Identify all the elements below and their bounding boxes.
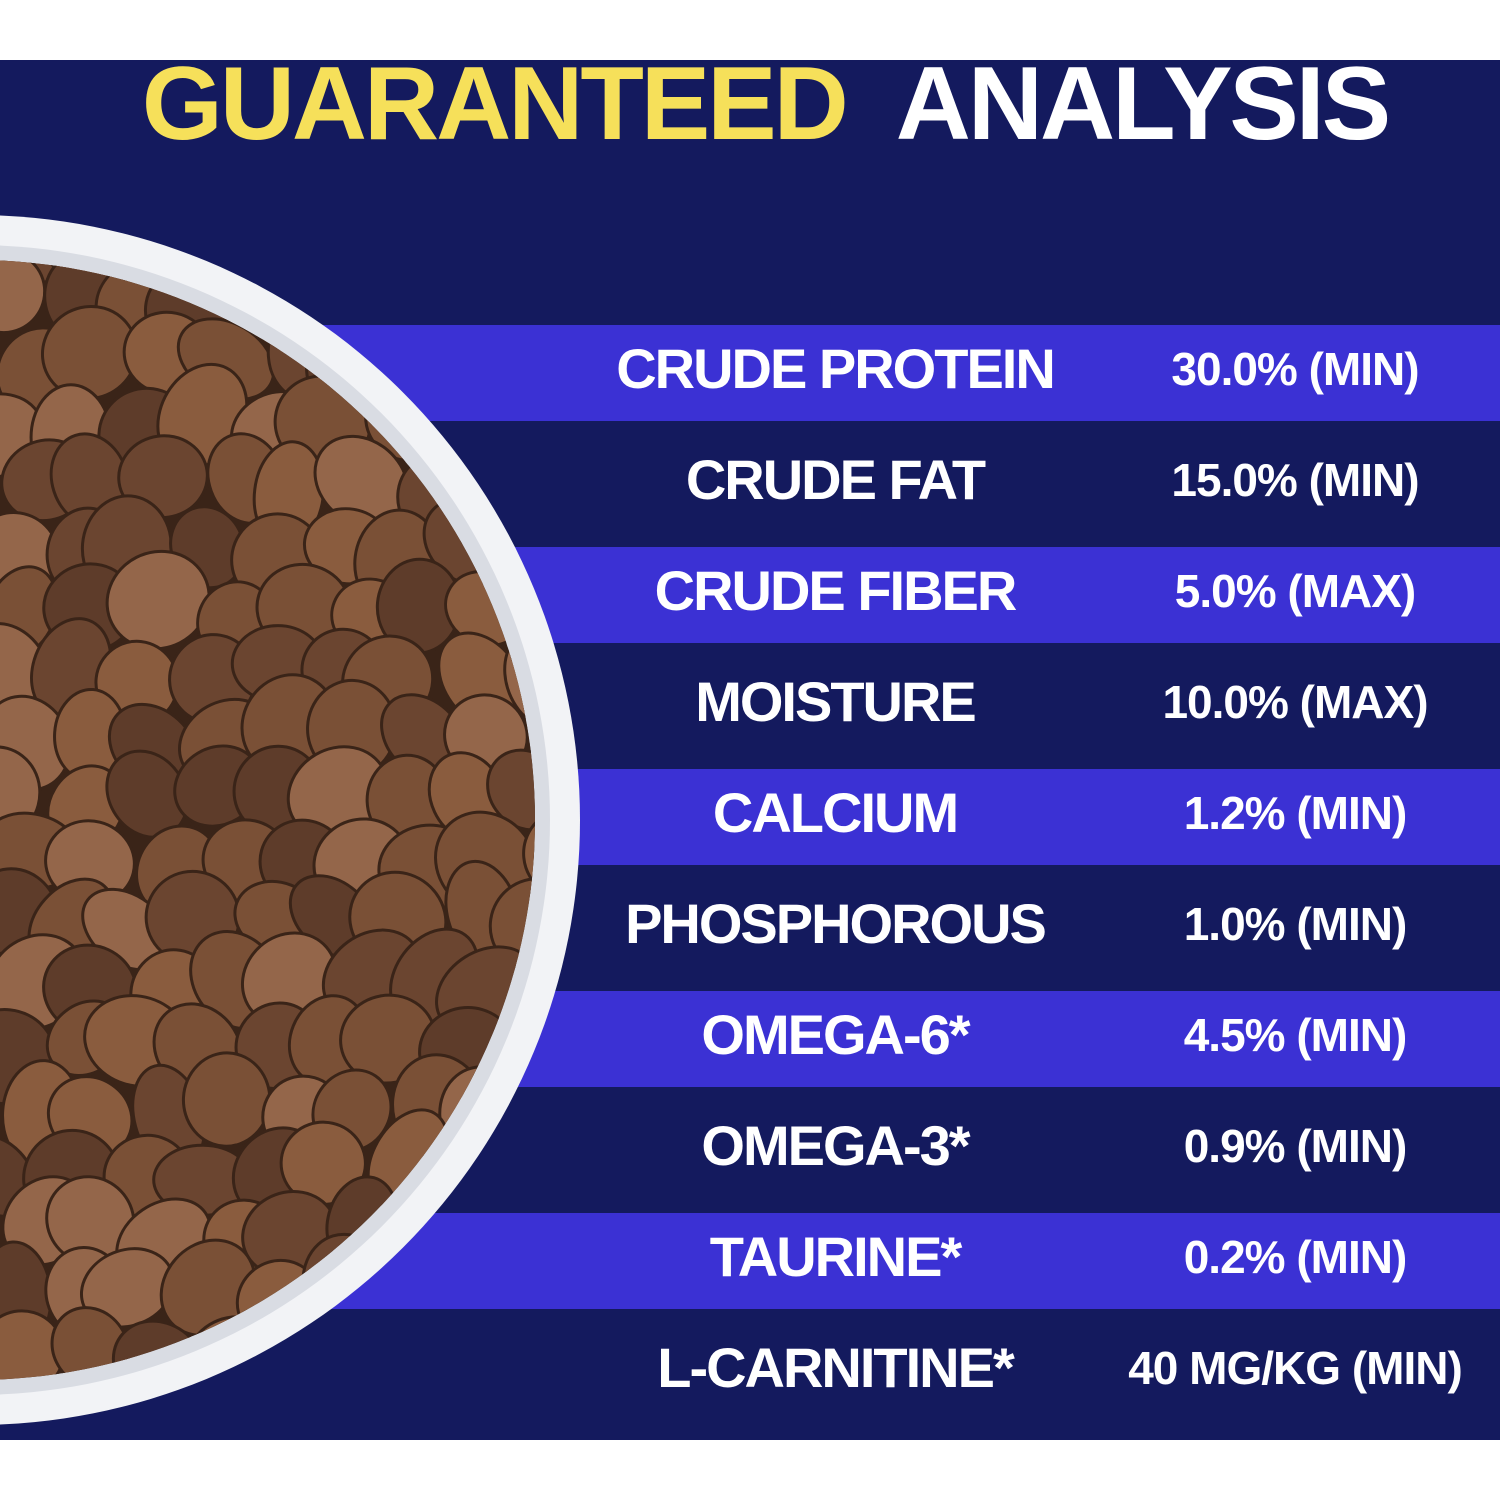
kibble-piece [522,806,535,904]
title-rest: ANALYSIS [896,46,1388,162]
kibble-piece [486,748,535,832]
nutrient-value: 30.0% (MIN) [1171,343,1418,395]
nutrient-name: CALCIUM [713,781,957,844]
nutrient-name: PHOSPHOROUS [625,892,1045,955]
nutrient-value: 1.0% (MIN) [1184,898,1407,950]
nutrient-name: OMEGA-6* [701,1003,970,1066]
nutrient-value: 15.0% (MIN) [1171,454,1418,506]
nutrient-value: 5.0% (MAX) [1175,565,1415,617]
nutrient-value: 40 MG/KG (MIN) [1128,1342,1462,1394]
kibble-piece [105,549,211,651]
nutrient-value: 0.2% (MIN) [1184,1231,1407,1283]
nutrient-value: 0.9% (MIN) [1184,1120,1407,1172]
title: GUARANTEED ANALYSIS [142,46,1388,162]
nutrient-value: 10.0% (MAX) [1162,676,1427,728]
nutrient-name: CRUDE PROTEIN [616,337,1054,400]
nutrient-name: TAURINE* [710,1225,963,1288]
kibble-piece [0,260,47,335]
nutrient-name: OMEGA-3* [701,1114,970,1177]
analysis-table: CRUDE PROTEIN 30.0% (MIN) CRUDE FAT 15.0% (… [616,337,1463,1399]
nutrient-name: CRUDE FAT [686,448,986,511]
nutrient-value: 4.5% (MIN) [1184,1009,1407,1061]
title-highlight: GUARANTEED [142,46,846,162]
nutrient-name: L-CARNITINE* [657,1336,1015,1399]
nutrient-name: MOISTURE [695,670,975,733]
nutrient-name: CRUDE FIBER [655,559,1017,622]
nutrient-value: 1.2% (MIN) [1184,787,1407,839]
